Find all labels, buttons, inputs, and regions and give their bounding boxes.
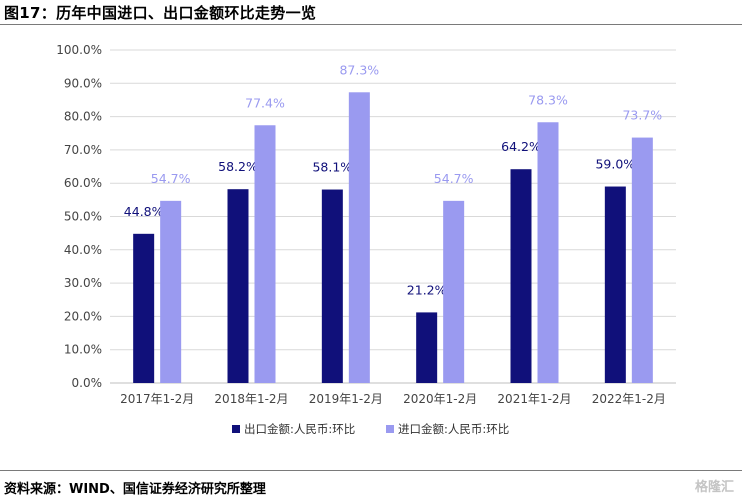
export-data-label: 64.2%	[501, 139, 541, 154]
y-tick-label: 40.0%	[64, 243, 102, 257]
import-data-label: 54.7%	[434, 171, 474, 186]
export-bar	[510, 169, 532, 383]
export-bar	[133, 233, 155, 383]
y-tick-label: 80.0%	[64, 110, 102, 124]
export-data-label: 58.2%	[218, 159, 258, 174]
x-tick-label: 2022年1-2月	[592, 392, 666, 406]
y-tick-label: 10.0%	[64, 343, 102, 357]
source-note: 资料来源：WIND、国信证券经济研究所整理	[4, 482, 266, 497]
export-data-label: 59.0%	[595, 157, 635, 172]
import-bar	[348, 92, 370, 383]
export-bar	[604, 186, 626, 383]
x-tick-label: 2017年1-2月	[120, 392, 194, 406]
import-bar	[631, 137, 653, 383]
import-data-label: 77.4%	[245, 95, 285, 110]
y-tick-label: 60.0%	[64, 176, 102, 190]
export-data-label: 21.2%	[407, 282, 447, 297]
chart: 0.0% 10.0% 20.0% 30.0% 40.0% 50.0% 60.0% 70.0% 8…	[56, 43, 676, 436]
y-tick-label: 70.0%	[64, 143, 102, 157]
x-tick-label: 2018年1-2月	[214, 392, 288, 406]
y-tick-label: 90.0%	[64, 76, 102, 90]
import-data-label: 78.3%	[528, 92, 568, 107]
x-tick-label: 2021年1-2月	[497, 392, 571, 406]
y-tick-label: 50.0%	[64, 210, 102, 224]
y-tick-label: 20.0%	[64, 309, 102, 323]
legend-swatch-import	[386, 425, 394, 433]
legend-label-export: 出口金额:人民币:环比	[244, 422, 355, 436]
import-bar	[537, 122, 559, 384]
bottom-divider	[0, 470, 742, 471]
export-bar	[321, 189, 343, 383]
import-bar	[160, 200, 182, 383]
watermark-logo: 格隆汇	[694, 480, 734, 495]
import-bar	[254, 125, 276, 384]
import-data-label: 73.7%	[622, 108, 662, 123]
import-data-label: 54.7%	[151, 171, 191, 186]
legend-label-import: 进口金额:人民币:环比	[398, 422, 509, 436]
legend-swatch-export	[232, 425, 240, 433]
y-tick-label: 100.0%	[56, 43, 102, 57]
export-bar	[416, 312, 438, 383]
x-tick-label: 2020年1-2月	[403, 392, 477, 406]
export-data-label: 58.1%	[312, 160, 352, 175]
y-tick-label: 30.0%	[64, 276, 102, 290]
import-bar	[443, 200, 465, 383]
y-tick-label: 0.0%	[72, 376, 103, 390]
export-data-label: 44.8%	[124, 204, 164, 219]
figure-title: 图17：历年中国进口、出口金额环比走势一览	[4, 4, 317, 22]
import-data-label: 87.3%	[339, 62, 379, 77]
x-tick-label: 2019年1-2月	[309, 392, 383, 406]
export-bar	[227, 189, 249, 383]
top-divider	[0, 24, 742, 25]
